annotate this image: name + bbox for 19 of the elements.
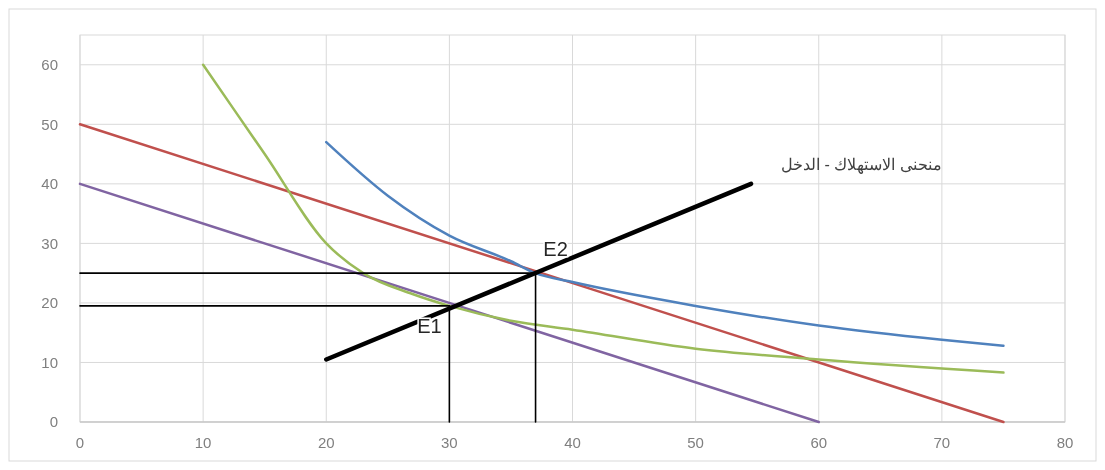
series-label: منحنى الاستهلاك - الدخل [781, 155, 942, 174]
annotation: E2 [543, 238, 568, 261]
annotation: E1 [417, 314, 442, 337]
y-tick-label: 50 [41, 115, 58, 133]
x-tick-label: 10 [194, 434, 212, 451]
x-tick-label: 60 [810, 434, 828, 451]
x-tick-label: 50 [687, 434, 704, 451]
x-tick-label: 20 [317, 434, 335, 451]
y-tick-label: 30 [41, 234, 58, 252]
y-tick-label: 60 [41, 56, 58, 74]
y-tick-label: 10 [41, 353, 58, 371]
x-tick-label: 0 [75, 434, 85, 451]
y-tick-label: 0 [49, 413, 58, 431]
x-tick-label: 30 [441, 434, 458, 451]
y-tick-label: 20 [41, 294, 58, 312]
x-tick-label: 70 [933, 434, 951, 451]
x-tick-label: 40 [564, 434, 581, 451]
y-tick-label: 40 [41, 175, 58, 193]
x-tick-label: 80 [1056, 434, 1074, 451]
